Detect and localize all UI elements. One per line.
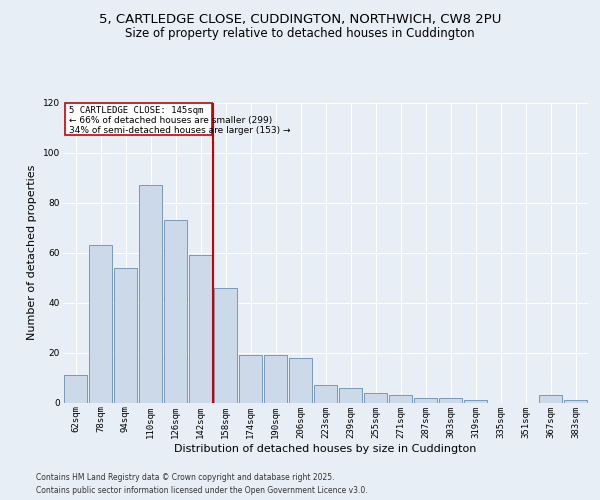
Bar xyxy=(439,398,462,402)
Bar xyxy=(164,220,187,402)
Bar xyxy=(414,398,437,402)
Bar xyxy=(239,355,262,403)
Bar xyxy=(464,400,487,402)
Text: 5, CARTLEDGE CLOSE, CUDDINGTON, NORTHWICH, CW8 2PU: 5, CARTLEDGE CLOSE, CUDDINGTON, NORTHWIC… xyxy=(99,12,501,26)
X-axis label: Distribution of detached houses by size in Cuddington: Distribution of detached houses by size … xyxy=(175,444,476,454)
Text: Size of property relative to detached houses in Cuddington: Size of property relative to detached ho… xyxy=(125,28,475,40)
Text: 34% of semi-detached houses are larger (153) →: 34% of semi-detached houses are larger (… xyxy=(69,126,290,136)
Bar xyxy=(314,385,337,402)
Bar xyxy=(264,355,287,403)
Bar xyxy=(289,358,312,403)
Bar xyxy=(214,288,237,403)
Bar xyxy=(114,268,137,402)
Bar xyxy=(189,255,212,402)
Text: ← 66% of detached houses are smaller (299): ← 66% of detached houses are smaller (29… xyxy=(69,116,272,126)
Bar xyxy=(539,395,562,402)
Y-axis label: Number of detached properties: Number of detached properties xyxy=(28,165,37,340)
Bar xyxy=(564,400,587,402)
Text: 5 CARTLEDGE CLOSE: 145sqm: 5 CARTLEDGE CLOSE: 145sqm xyxy=(69,106,203,116)
Bar xyxy=(364,392,387,402)
Bar xyxy=(139,185,162,402)
Bar xyxy=(389,395,412,402)
FancyBboxPatch shape xyxy=(65,102,212,135)
Bar xyxy=(89,245,112,402)
Text: Contains public sector information licensed under the Open Government Licence v3: Contains public sector information licen… xyxy=(36,486,368,495)
Bar xyxy=(339,388,362,402)
Bar xyxy=(64,375,87,402)
Text: Contains HM Land Registry data © Crown copyright and database right 2025.: Contains HM Land Registry data © Crown c… xyxy=(36,474,335,482)
